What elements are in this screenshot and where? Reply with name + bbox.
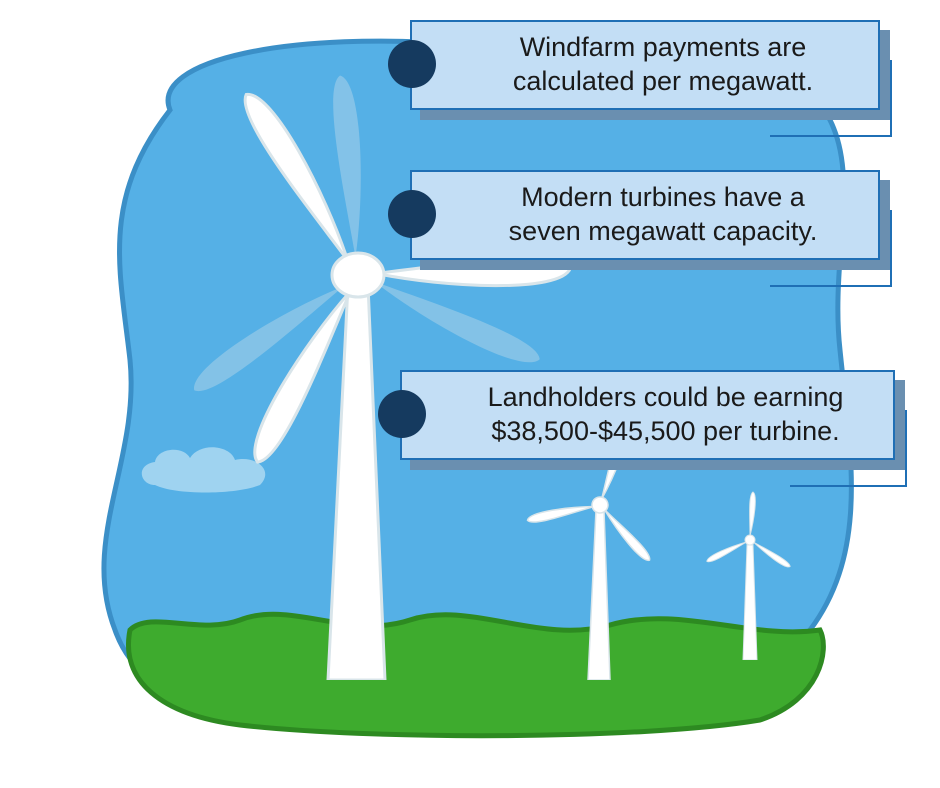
- callout-1-line1: Windfarm payments are: [520, 32, 807, 62]
- callout-2-line1: Modern turbines have a: [521, 182, 805, 212]
- turbine-small-2: [685, 490, 815, 660]
- callout-2-line2: seven megawatt capacity.: [509, 216, 818, 246]
- callout-2-bullet: [388, 190, 436, 238]
- callout-3-bullet: [378, 390, 426, 438]
- callout-3-text: Landholders could be earning $38,500-$45…: [458, 381, 873, 449]
- callout-1: Windfarm payments are calculated per meg…: [410, 20, 880, 110]
- callout-3-line2: $38,500-$45,500 per turbine.: [491, 416, 839, 446]
- callout-3-line1: Landholders could be earning: [488, 382, 844, 412]
- callout-2-text: Modern turbines have a seven megawatt ca…: [468, 181, 858, 249]
- infographic-stage: Windfarm payments are calculated per meg…: [0, 0, 940, 788]
- callout-1-bullet: [388, 40, 436, 88]
- callout-1-line2: calculated per megawatt.: [513, 66, 813, 96]
- callout-3: Landholders could be earning $38,500-$45…: [400, 370, 895, 460]
- callout-2: Modern turbines have a seven megawatt ca…: [410, 170, 880, 260]
- callout-1-text: Windfarm payments are calculated per meg…: [468, 31, 858, 99]
